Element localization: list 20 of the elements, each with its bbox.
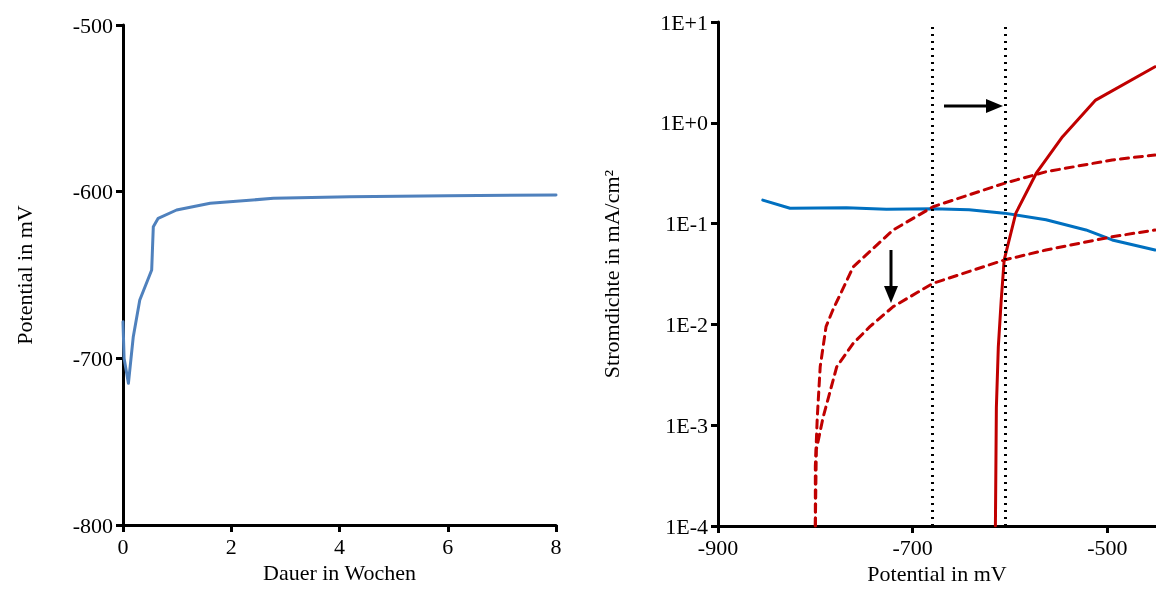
y-tick-label: -500	[72, 12, 113, 38]
x-tick-label: 2	[225, 533, 237, 559]
x-tick-label: 6	[442, 533, 454, 559]
x-tick-label: -500	[1087, 534, 1128, 560]
y-tick-label: 1E-3	[665, 412, 708, 438]
y-tick-label: 1E+1	[660, 9, 708, 35]
x-tick-label: 0	[117, 533, 129, 559]
x-axis-title: Dauer in Wochen	[263, 560, 416, 586]
y-axis-title: Stromdichte in mA/cm²	[598, 169, 624, 379]
x-tick-label: 4	[334, 533, 345, 559]
y-tick-label: 1E-2	[665, 311, 708, 337]
y-tick-label: 1E-1	[665, 211, 708, 237]
y-tick-label: -600	[72, 179, 113, 205]
y-tick-label: -800	[72, 512, 113, 538]
x-tick-label: 8	[550, 533, 562, 559]
x-tick-label: -700	[892, 534, 933, 560]
y-axis-title: Potential in mV	[11, 205, 37, 345]
x-axis-title: Potential in mV	[867, 561, 1007, 587]
y-tick-label: 1E+0	[660, 110, 708, 136]
y-tick-label: -700	[72, 345, 113, 371]
